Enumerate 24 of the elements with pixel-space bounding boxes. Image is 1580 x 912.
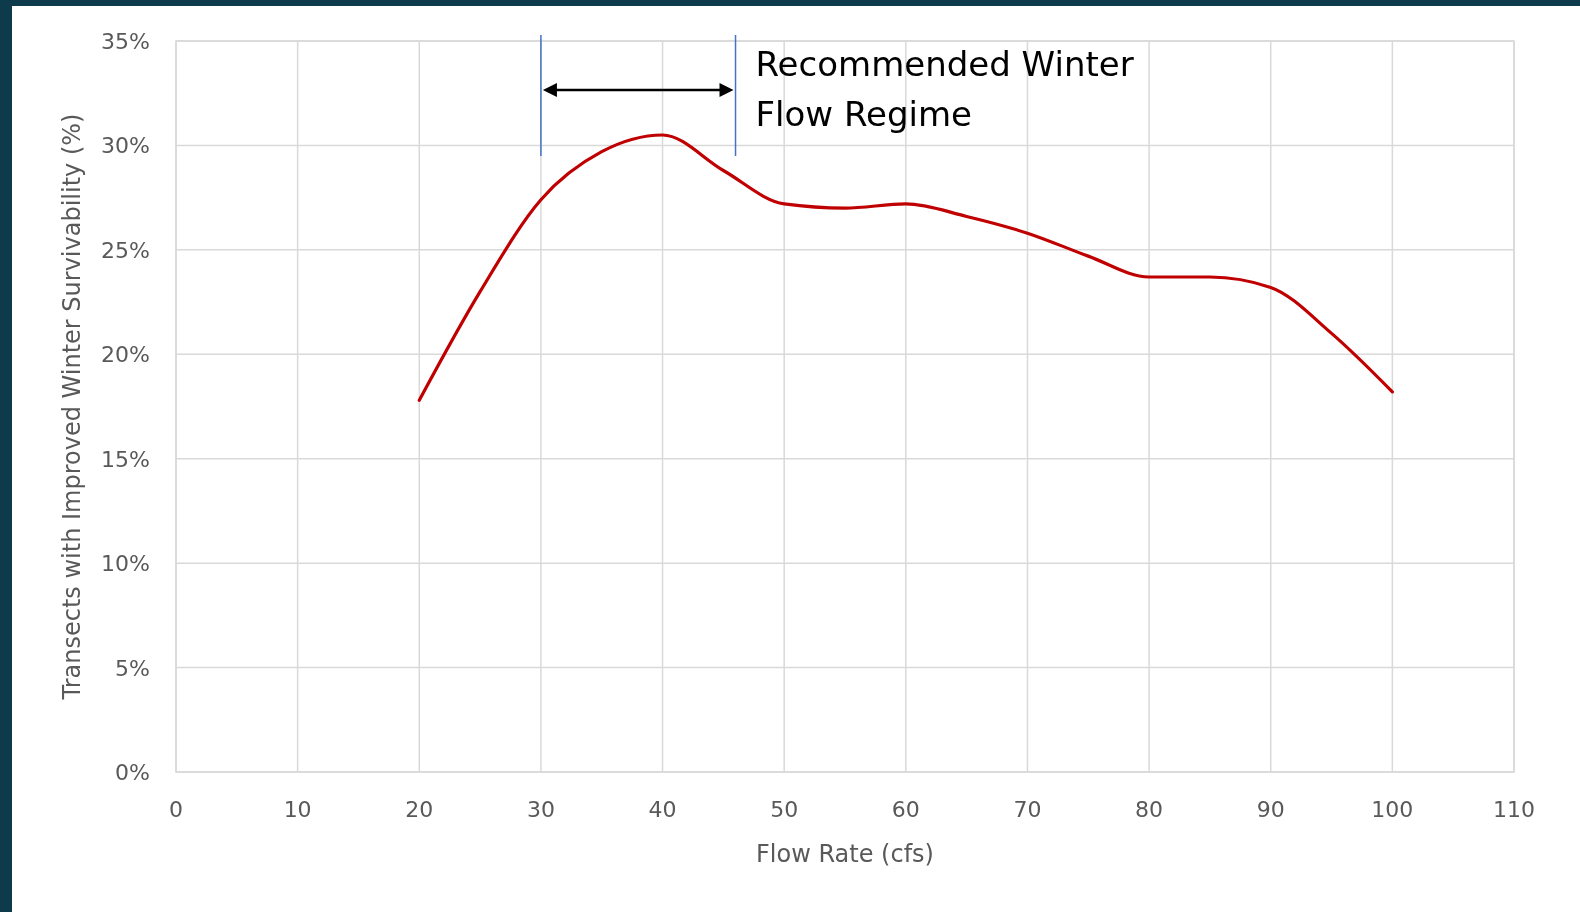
x-tick-label: 10 xyxy=(283,797,312,822)
y-axis-title: Transects with Improved Winter Survivability (%) xyxy=(58,113,86,701)
y-tick-label: 20% xyxy=(101,342,150,368)
x-tick-label: 0 xyxy=(169,797,183,822)
x-tick-label: 60 xyxy=(891,797,920,822)
x-axis-title: Flow Rate (cfs) xyxy=(756,840,934,868)
x-tick-label: 20 xyxy=(405,797,434,822)
line-series xyxy=(417,133,1394,402)
x-tick-label: 100 xyxy=(1371,797,1414,822)
x-tick-label: 40 xyxy=(648,797,677,822)
x-tick-label: 80 xyxy=(1135,797,1164,822)
y-tick-label: 25% xyxy=(101,237,150,263)
y-tick-label: 5% xyxy=(115,655,150,681)
y-tick-label: 15% xyxy=(101,446,150,472)
y-tick-label: 0% xyxy=(115,760,150,785)
x-tick-label: 90 xyxy=(1256,797,1285,822)
y-tick-label: 10% xyxy=(101,551,150,577)
y-tick-label: 35% xyxy=(101,29,150,54)
annotation: Recommended Winter Flow Regime xyxy=(755,44,1134,134)
x-tick-label: 70 xyxy=(1013,797,1042,822)
x-tick-label: 50 xyxy=(770,797,799,822)
x-tick-label: 110 xyxy=(1493,797,1535,822)
y-tick-label: 30% xyxy=(101,133,150,159)
x-tick-label: 30 xyxy=(526,797,555,822)
